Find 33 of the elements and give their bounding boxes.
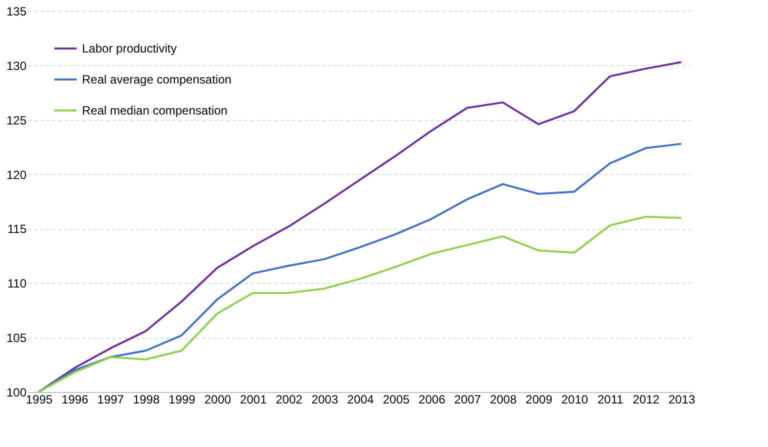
legend-label: Real median compensation bbox=[82, 104, 228, 118]
x-tick-label: 2002 bbox=[276, 392, 303, 406]
x-tick-label: 1995 bbox=[26, 392, 53, 406]
x-tick-label: 2010 bbox=[561, 392, 588, 406]
x-tick-label: 2013 bbox=[668, 392, 696, 406]
y-tick-label: 115 bbox=[7, 222, 27, 236]
legend-label: Real average compensation bbox=[82, 72, 232, 86]
x-tick-label: 2005 bbox=[382, 392, 410, 406]
x-tick-label: 2007 bbox=[454, 392, 482, 406]
line-series bbox=[38, 142, 682, 393]
y-tick-label: 130 bbox=[6, 58, 27, 73]
y-tick-label: 105 bbox=[6, 331, 27, 346]
x-tick-label: 2003 bbox=[311, 392, 338, 406]
y-tick-label: 100 bbox=[6, 386, 27, 400]
line-series bbox=[38, 61, 682, 393]
x-tick-label: 2012 bbox=[632, 392, 660, 406]
x-tick-label: 2006 bbox=[418, 392, 446, 406]
x-tick-label: 2009 bbox=[526, 392, 553, 406]
x-tick-label: 2004 bbox=[347, 392, 374, 406]
x-tick-label: 2011 bbox=[597, 392, 624, 406]
x-tick-label: 1996 bbox=[62, 392, 89, 406]
x-tick-label: 2001 bbox=[240, 392, 268, 406]
y-tick-label: 125 bbox=[6, 113, 27, 128]
x-tick-label: 1997 bbox=[97, 392, 124, 406]
y-tick-label: 110 bbox=[7, 276, 27, 291]
x-tick-label: 1999 bbox=[168, 392, 196, 406]
x-tick-label: 2000 bbox=[204, 392, 232, 406]
x-tick-label: 2008 bbox=[490, 392, 517, 406]
legend-label: Labor productivity bbox=[82, 42, 177, 56]
y-tick-label: 120 bbox=[6, 168, 27, 182]
line-series bbox=[38, 216, 682, 393]
y-tick-label: 135 bbox=[6, 4, 27, 18]
x-tick-label: 1998 bbox=[132, 392, 160, 406]
